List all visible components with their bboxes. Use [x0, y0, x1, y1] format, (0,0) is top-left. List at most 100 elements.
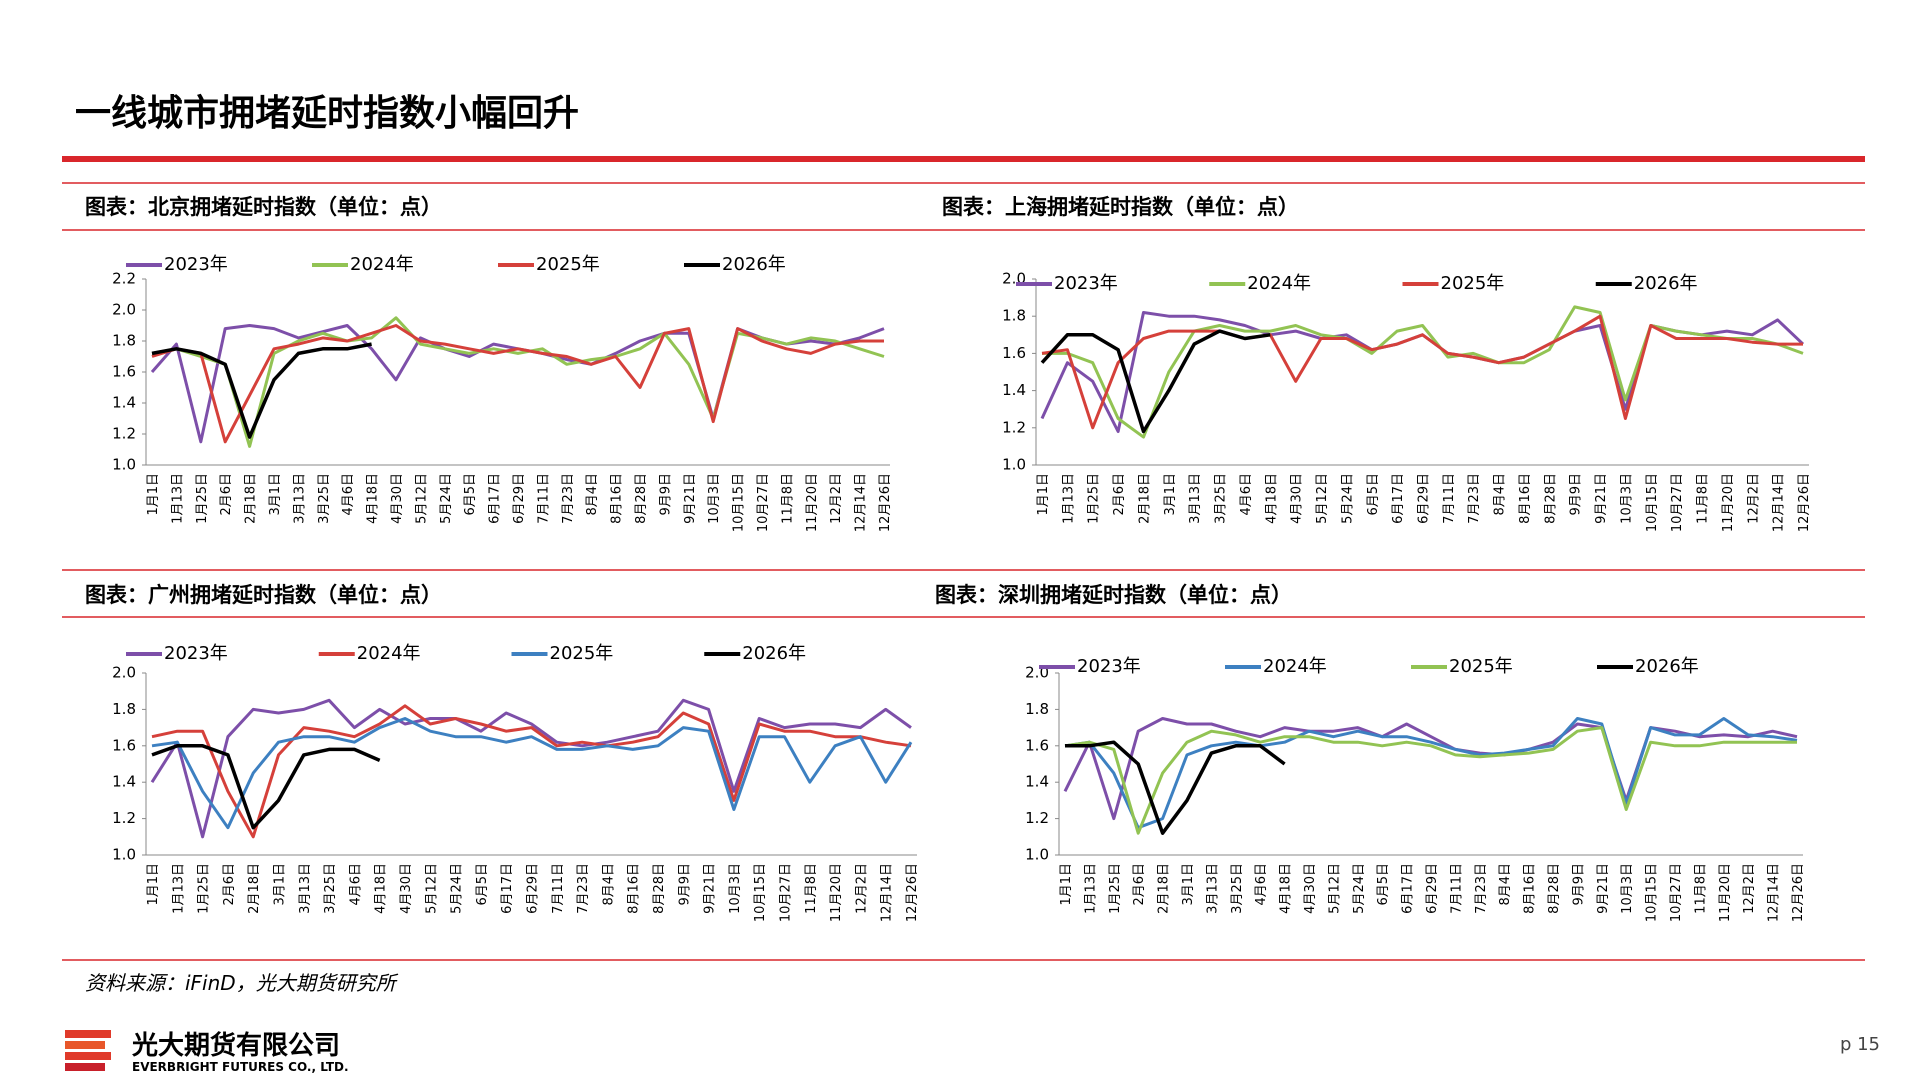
x-tick-label: 2月6日: [1112, 473, 1127, 516]
y-tick-label: 2.2: [112, 270, 136, 288]
y-tick-label: 1.6: [1002, 344, 1026, 362]
legend-label: 2023年: [1054, 273, 1118, 294]
x-tick-label: 10月15日: [1645, 863, 1660, 922]
x-tick-label: 8月16日: [627, 863, 642, 914]
x-tick-label: 4月6日: [348, 863, 363, 906]
x-tick-label: 3月1日: [273, 863, 288, 906]
y-tick-label: 1.4: [112, 773, 136, 791]
x-tick-label: 11月8日: [780, 473, 795, 524]
x-tick-label: 10月15日: [732, 473, 747, 532]
y-tick-label: 1.2: [1025, 809, 1049, 827]
x-tick-label: 4月30日: [399, 863, 414, 914]
x-tick-label: 4月30日: [1303, 863, 1318, 914]
x-tick-label: 11月20日: [805, 473, 820, 532]
x-tick-label: 10月27日: [1670, 473, 1685, 532]
legend-label: 2026年: [1635, 656, 1699, 677]
legend-label: 2024年: [357, 643, 421, 664]
x-tick-label: 2月6日: [1132, 863, 1147, 906]
company-name: 光大期货有限公司: [131, 1030, 340, 1061]
legend-label: 2025年: [1441, 273, 1505, 294]
x-tick-label: 11月8日: [1693, 863, 1708, 914]
x-tick-label: 7月23日: [1467, 473, 1482, 524]
x-tick-label: 1月1日: [1036, 473, 1051, 516]
x-tick-label: 9月9日: [1571, 863, 1586, 906]
x-tick-label: 1月1日: [146, 863, 161, 906]
legend-label: 2026年: [1634, 273, 1698, 294]
chart: 图表：广州拥堵延时指数（单位：点） 1.0 1.2 1.4 1.6 1.8 2.0 1月1日 1…: [85, 583, 920, 922]
page-number: p 15: [1840, 1034, 1880, 1055]
x-tick-label: 12月26日: [905, 863, 920, 922]
x-tick-label: 10月27日: [756, 473, 771, 532]
y-tick-label: 1.2: [1002, 418, 1026, 436]
source-note: 资料来源：iFinD，光大期货研究所: [85, 971, 399, 995]
x-tick-label: 6月17日: [1391, 473, 1406, 524]
x-tick-label: 10月3日: [728, 863, 743, 914]
series-line: [1040, 329, 1271, 434]
y-tick-label: 1.4: [1025, 773, 1049, 791]
x-tick-label: 1月25日: [197, 863, 212, 914]
x-tick-label: 8月4日: [585, 473, 600, 516]
x-tick-label: 5月24日: [450, 863, 465, 914]
x-tick-label: 4月6日: [1254, 863, 1269, 906]
y-tick-label: 1.8: [1002, 307, 1026, 325]
x-tick-label: 9月9日: [677, 863, 692, 906]
legend-label: 2024年: [1263, 656, 1327, 677]
x-tick-label: 2月18日: [1157, 863, 1172, 914]
x-tick-label: 12月2日: [854, 863, 869, 914]
x-tick-label: 1月1日: [1059, 863, 1074, 906]
x-tick-label: 2月18日: [244, 473, 259, 524]
x-tick-label: 5月12日: [414, 473, 429, 524]
x-tick-label: 12月26日: [1791, 863, 1806, 922]
x-tick-label: 3月25日: [323, 863, 338, 914]
x-tick-label: 5月12日: [1315, 473, 1330, 524]
x-tick-label: 3月25日: [1214, 473, 1229, 524]
y-tick-label: 1.0: [1025, 846, 1049, 864]
x-tick-label: 2月18日: [1137, 473, 1152, 524]
x-tick-label: 6月29日: [526, 863, 541, 914]
y-tick-label: 2.0: [112, 301, 136, 319]
x-tick-label: 7月23日: [561, 473, 576, 524]
chart: 图表：北京拥堵延时指数（单位：点） 1.0 1.2 1.4 1.6 1.8 2.0 2.2 1月…: [85, 195, 893, 532]
x-tick-label: 3月1日: [1181, 863, 1196, 906]
x-tick-label: 8月28日: [634, 473, 649, 524]
x-tick-label: 5月12日: [424, 863, 439, 914]
x-tick-label: 1月13日: [171, 863, 186, 914]
x-tick-label: 4月6日: [1239, 473, 1254, 516]
x-tick-label: 12月26日: [878, 473, 893, 532]
x-tick-label: 5月24日: [1352, 863, 1367, 914]
x-tick-label: 11月20日: [1721, 473, 1736, 532]
y-tick-label: 1.6: [1025, 736, 1049, 754]
series-line: [1065, 740, 1286, 835]
y-tick-label: 1.6: [112, 363, 136, 381]
y-tick-label: 1.6: [112, 736, 136, 754]
x-tick-label: 1月13日: [1061, 473, 1076, 524]
x-tick-label: 8月28日: [652, 863, 667, 914]
x-tick-label: 5月12日: [1327, 863, 1342, 914]
x-tick-label: 3月1日: [268, 473, 283, 516]
legend-label: 2026年: [722, 254, 786, 275]
x-tick-label: 10月3日: [1619, 473, 1634, 524]
x-tick-label: 1月13日: [170, 473, 185, 524]
legend-label: 2025年: [550, 643, 614, 664]
x-tick-label: 6月17日: [500, 863, 515, 914]
x-tick-label: 6月29日: [1425, 863, 1440, 914]
x-tick-label: 9月9日: [1569, 473, 1584, 516]
x-tick-label: 7月11日: [1442, 473, 1457, 524]
legend-label: 2024年: [350, 254, 414, 275]
chart-title: 图表：广州拥堵延时指数（单位：点）: [85, 583, 442, 607]
x-tick-label: 4月18日: [1279, 863, 1294, 914]
x-tick-label: 10月15日: [753, 863, 768, 922]
x-tick-label: 1月25日: [195, 473, 210, 524]
x-tick-label: 12月14日: [880, 863, 895, 922]
x-tick-label: 8月28日: [1547, 863, 1562, 914]
x-tick-label: 8月4日: [601, 863, 616, 906]
x-tick-label: 2月6日: [219, 473, 234, 516]
series-line: [151, 342, 372, 439]
series-line: [151, 324, 884, 444]
x-tick-label: 6月17日: [488, 473, 503, 524]
x-tick-label: 6月5日: [463, 473, 478, 516]
x-tick-label: 11月8日: [1696, 473, 1711, 524]
series-line: [1041, 314, 1803, 430]
x-tick-label: 3月13日: [298, 863, 313, 914]
legend-label: 2025年: [1449, 656, 1513, 677]
